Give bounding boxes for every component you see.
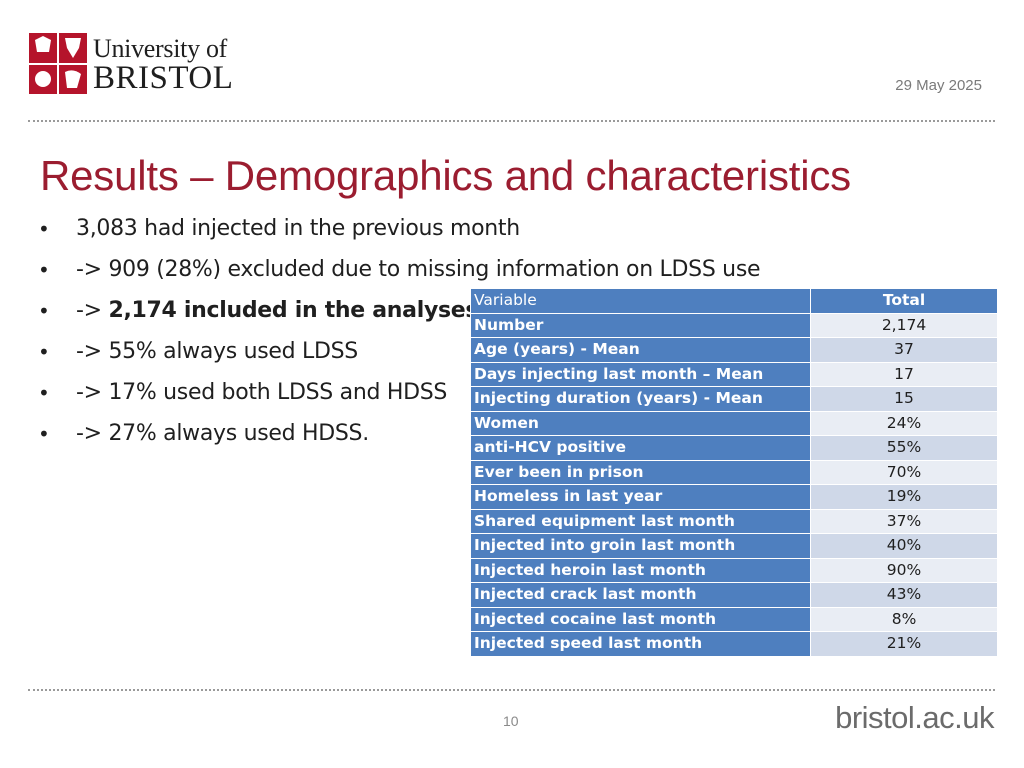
bottom-divider: [28, 689, 995, 691]
bullet-marker: •: [38, 217, 50, 241]
cell-variable: Women: [470, 410, 811, 436]
cell-total: 55%: [810, 435, 998, 461]
cell-variable: Number: [470, 312, 811, 338]
header-total: Total: [810, 288, 998, 314]
cell-total: 24%: [810, 410, 998, 436]
bullet-prefix: ->: [76, 298, 109, 323]
cell-total: 15: [810, 386, 998, 412]
cell-variable: anti-HCV positive: [470, 435, 811, 461]
cell-total: 40%: [810, 533, 998, 559]
logo-line-2: BRISTOL: [93, 60, 234, 96]
cell-total: 19%: [810, 484, 998, 510]
bullet-marker: •: [38, 422, 50, 446]
cell-variable: Homeless in last year: [470, 484, 811, 510]
table-row: Injected cocaine last month 8%: [470, 606, 998, 632]
cell-total: 17: [810, 361, 998, 387]
slide-date: 29 May 2025: [895, 77, 982, 94]
page-number: 10: [503, 713, 519, 729]
bullet-text: -> 2,174 included in the analyses: [76, 292, 479, 330]
cell-variable: Injected speed last month: [470, 631, 811, 657]
table-body: Number 2,174 Age (years) - Mean 37 Days inje…: [470, 312, 998, 657]
table-row: Shared equipment last month 37%: [470, 508, 998, 534]
cell-total: 37: [810, 337, 998, 363]
footer-brand: bristol.ac.uk: [835, 700, 994, 735]
cell-variable: Age (years) - Mean: [470, 337, 811, 363]
cell-total: 90%: [810, 557, 998, 583]
bullet-text: 3,083 had injected in the previous month: [76, 216, 520, 241]
university-logo: University of BRISTOL: [27, 30, 247, 98]
cell-total: 37%: [810, 508, 998, 534]
bullet-text: -> 909 (28%) excluded due to missing inf…: [76, 257, 761, 282]
bullet-marker: •: [38, 299, 50, 323]
cell-variable: Days injecting last month – Mean: [470, 361, 811, 387]
cell-total: 21%: [810, 631, 998, 657]
bullet-text: -> 55% always used LDSS: [76, 339, 358, 364]
table-row: Women 24%: [470, 410, 998, 436]
characteristics-table: Variable Total Number 2,174 Age (years) - …: [470, 288, 998, 657]
table-row: Ever been in prison 70%: [470, 459, 998, 485]
table-header-row: Variable Total: [470, 288, 998, 314]
logo-line-1: University of: [93, 34, 228, 63]
bullet-marker: •: [38, 258, 50, 282]
cell-variable: Injected into groin last month: [470, 533, 811, 559]
cell-variable: Injected cocaine last month: [470, 606, 811, 632]
cell-variable: Injected crack last month: [470, 582, 811, 608]
cell-total: 2,174: [810, 312, 998, 338]
table-row: Injected crack last month 43%: [470, 582, 998, 608]
bullet-bold-text: 2,174 included in the analyses: [108, 298, 479, 323]
table-row: Age (years) - Mean 37: [470, 337, 998, 363]
cell-variable: Injecting duration (years) - Mean: [470, 386, 811, 412]
header-variable: Variable: [470, 288, 811, 314]
cell-total: 43%: [810, 582, 998, 608]
cell-variable: Ever been in prison: [470, 459, 811, 485]
table-row: Homeless in last year 19%: [470, 484, 998, 510]
cell-total: 8%: [810, 606, 998, 632]
bullet-marker: •: [38, 381, 50, 405]
table-row: anti-HCV positive 55%: [470, 435, 998, 461]
table-row: Days injecting last month – Mean 17: [470, 361, 998, 387]
bullet-text: -> 27% always used HDSS.: [76, 421, 369, 446]
table-row: Number 2,174: [470, 312, 998, 338]
table-row: Injecting duration (years) - Mean 15: [470, 386, 998, 412]
cell-total: 70%: [810, 459, 998, 485]
table-row: Injected heroin last month 90%: [470, 557, 998, 583]
bullet-text: -> 17% used both LDSS and HDSS: [76, 380, 448, 405]
top-divider: [28, 120, 995, 122]
cell-variable: Shared equipment last month: [470, 508, 811, 534]
bullet-marker: •: [38, 340, 50, 364]
table-row: Injected into groin last month 40%: [470, 533, 998, 559]
slide-title: Results – Demographics and characteristi…: [40, 152, 851, 199]
cell-variable: Injected heroin last month: [470, 557, 811, 583]
table-row: Injected speed last month 21%: [470, 631, 998, 657]
crest-icon: [28, 32, 88, 95]
